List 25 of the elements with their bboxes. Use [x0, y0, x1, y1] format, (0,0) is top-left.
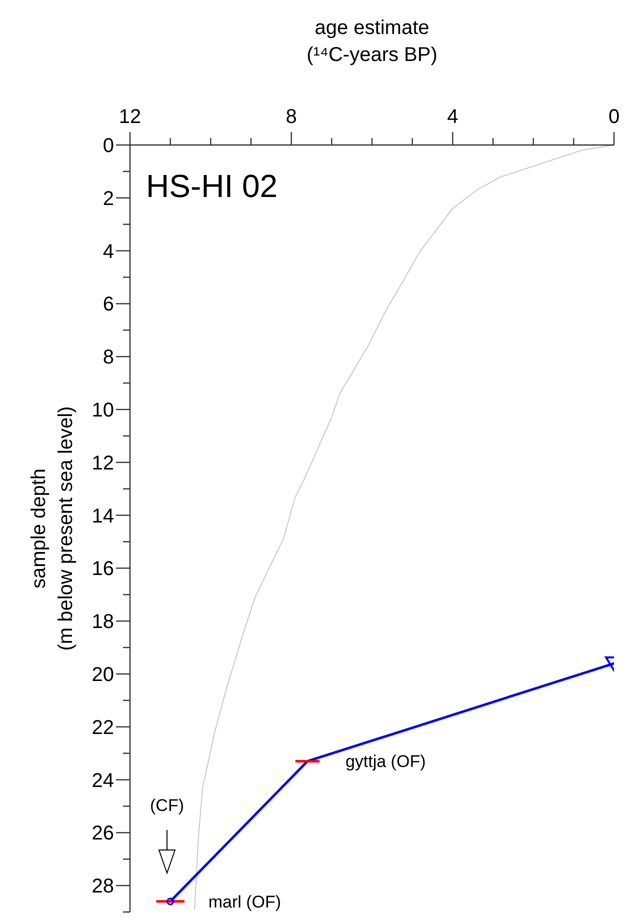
y-tick-label: 6	[102, 294, 114, 316]
y-tick-label: 22	[92, 716, 114, 739]
text: HS-HI 02	[146, 168, 278, 204]
y-tick-label: 2	[102, 188, 114, 210]
y-tick-label: 24	[92, 770, 114, 792]
y-tick-label: 16	[92, 558, 114, 580]
y-tick-label: 10	[92, 399, 114, 422]
annotation: (CF)	[150, 796, 184, 815]
y-tick-label: 0	[102, 135, 114, 157]
x-tick-label: 0	[608, 106, 620, 128]
x-tick-label: 8	[286, 106, 297, 128]
y-tick-label: 28	[92, 876, 114, 898]
y-axis-title: sample depth (m below present sea level)	[28, 406, 77, 651]
x-tick-label: 4	[447, 106, 458, 128]
y-tick-label: 8	[102, 346, 114, 369]
y-tick-label: 26	[92, 822, 114, 845]
x-tick-label: 12	[118, 106, 142, 128]
y-tick-label: 18	[92, 611, 114, 634]
x-axis-title: age estimate (¹⁴C-years BP)	[306, 17, 438, 66]
y-tick-label: 14	[92, 505, 114, 528]
y-tick-label: 20	[92, 664, 114, 686]
annotation: marl (OF)	[208, 892, 282, 912]
y-tick-label: 12	[92, 452, 114, 474]
y-tick-label: 4	[102, 240, 114, 263]
annotation: gyttja (OF)	[345, 752, 426, 772]
